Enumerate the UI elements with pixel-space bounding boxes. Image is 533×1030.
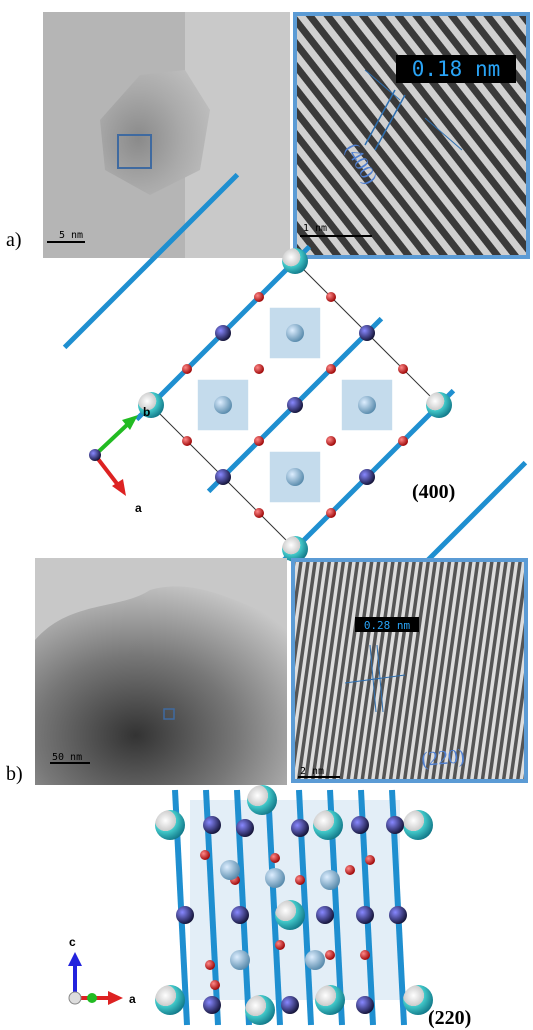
atom — [426, 392, 452, 418]
atom — [205, 960, 215, 970]
atom — [231, 906, 249, 924]
atom — [281, 996, 299, 1014]
atom — [403, 810, 433, 840]
atom — [313, 810, 343, 840]
axis-label: a — [135, 501, 142, 515]
atom — [316, 906, 334, 924]
spacing-label: 0.18 nm — [412, 57, 501, 81]
axis-label: a — [129, 992, 136, 1006]
atom — [200, 850, 210, 860]
atom — [320, 870, 340, 890]
tem-image-a: 5 nm — [43, 12, 290, 258]
scale-bar-label: 1 nm — [303, 223, 327, 234]
atom — [215, 469, 231, 485]
atom — [365, 855, 375, 865]
atom — [359, 469, 375, 485]
atom — [398, 436, 408, 446]
tem-image-b: 50 nm — [35, 558, 287, 785]
atom — [245, 995, 275, 1025]
atom — [359, 325, 375, 341]
atom — [389, 906, 407, 924]
atom — [291, 819, 309, 837]
atom — [356, 906, 374, 924]
atom — [138, 392, 164, 418]
panel-label: a) — [6, 229, 22, 251]
hrtem-image-a: 0.18 nm (400) 1 nm — [295, 14, 528, 257]
atom — [386, 816, 404, 834]
atom — [275, 940, 285, 950]
atom — [326, 292, 336, 302]
axis-label: b — [143, 405, 150, 419]
hrtem-image-b: 0.28 nm (220) 2 nm — [293, 560, 526, 781]
atom — [155, 810, 185, 840]
atom — [286, 468, 304, 486]
atom — [358, 396, 376, 414]
atom — [356, 996, 374, 1014]
axis-indicator-a — [89, 415, 138, 496]
atom — [254, 292, 264, 302]
atom — [210, 980, 220, 990]
atom — [325, 950, 335, 960]
atom — [270, 853, 280, 863]
plane-label: (220) — [428, 1007, 471, 1029]
atom — [247, 785, 277, 815]
axis-indicator-b — [68, 952, 123, 1005]
atom — [254, 508, 264, 518]
plane-label: (400) — [412, 481, 455, 503]
atom — [203, 816, 221, 834]
atom — [326, 364, 336, 374]
atom — [214, 396, 232, 414]
atom — [254, 436, 264, 446]
atom — [220, 860, 240, 880]
atom — [315, 985, 345, 1015]
scale-bar-label: 50 nm — [52, 752, 82, 763]
atom — [265, 868, 285, 888]
axis-label: c — [69, 935, 76, 949]
atom — [287, 397, 303, 413]
plane-label: (220) — [421, 745, 466, 771]
atom — [398, 364, 408, 374]
atom — [236, 819, 254, 837]
atom — [182, 436, 192, 446]
atom — [155, 985, 185, 1015]
atom — [282, 248, 308, 274]
atom — [215, 325, 231, 341]
atom — [345, 865, 355, 875]
spacing-label: 0.28 nm — [364, 619, 411, 632]
scale-bar-label: 2 nm — [300, 766, 324, 777]
crystal-structure-b — [155, 785, 433, 1025]
atom — [360, 950, 370, 960]
panel-label: b) — [6, 763, 23, 785]
atom — [176, 906, 194, 924]
scale-bar-label: 5 nm — [59, 230, 83, 241]
atom — [351, 816, 369, 834]
atom — [182, 364, 192, 374]
figure: 5 nm 0.18 nm (400) 1 nm a) b a (400) 50 … — [0, 0, 533, 1030]
atom — [305, 950, 325, 970]
atom — [275, 900, 305, 930]
atom — [203, 996, 221, 1014]
atom — [326, 436, 336, 446]
atom — [326, 508, 336, 518]
atom — [230, 950, 250, 970]
atom — [295, 875, 305, 885]
atom — [286, 324, 304, 342]
atom — [254, 364, 264, 374]
